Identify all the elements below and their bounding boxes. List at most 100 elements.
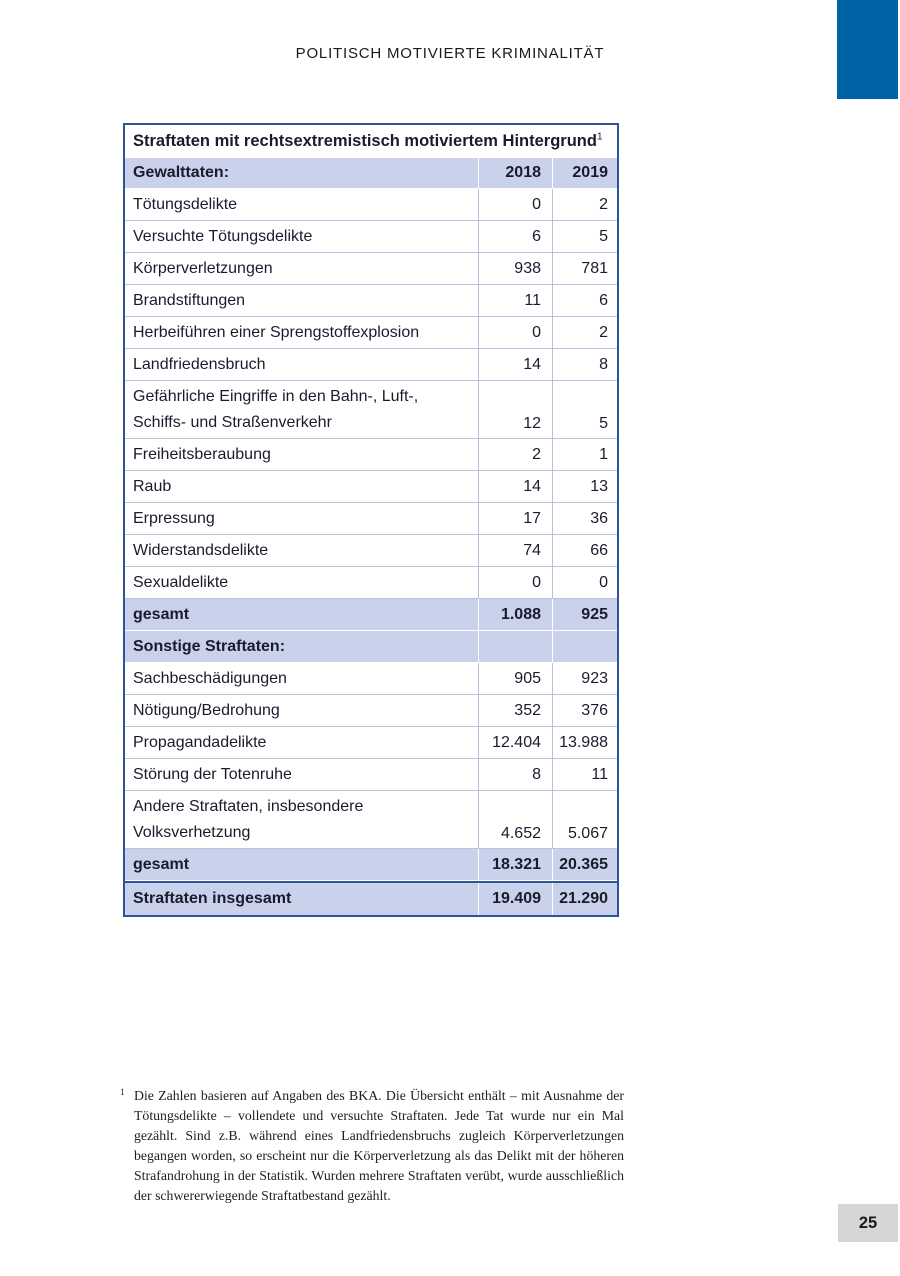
table-row: Propagandadelikte 12.404 13.988 (125, 727, 617, 759)
column-header-2018: 2018 (478, 158, 552, 188)
crime-label-cell: Erpressung (133, 509, 215, 527)
value-2018-cell: 1.088 (478, 599, 552, 630)
value-2018-cell: 12 (478, 381, 552, 438)
value-2019-cell: 781 (552, 253, 617, 284)
value-2019-cell: 6 (552, 285, 617, 316)
value-2018-cell: 14 (478, 471, 552, 502)
footnote-reference: 1 (596, 131, 603, 143)
value-2019-cell: 13 (552, 471, 617, 502)
value-2019-cell: 5 (552, 381, 617, 438)
value-2019-cell: 5 (552, 221, 617, 252)
table-row: Herbeiführen einer Sprengstoffexplosion … (125, 317, 617, 349)
value-2018-cell: 8 (478, 759, 552, 790)
value-2019-cell: 36 (552, 503, 617, 534)
value-2018-cell: 352 (478, 695, 552, 726)
value-2019-cell: 5.067 (552, 791, 617, 848)
crime-label-cell: Sachbeschädigungen (133, 669, 287, 687)
value-2019-cell: 1 (552, 439, 617, 470)
crime-label-cell: Sonstige Straftaten: (133, 637, 286, 655)
value-2019-cell: 66 (552, 535, 617, 566)
crime-label-cell: Brandstiftungen (133, 291, 246, 309)
column-header-2019: 2019 (552, 158, 617, 188)
value-2019-cell (552, 631, 617, 662)
value-2019-cell: 11 (552, 759, 617, 790)
label-line-2: Schiffs- und Straßenverkehr (133, 413, 332, 431)
crime-label-cell: Tötungsdelikte (133, 195, 238, 213)
corner-accent-bar (837, 0, 898, 99)
footnote-marker: 1 (120, 1088, 125, 1098)
value-2018-cell: 2 (478, 439, 552, 470)
running-head: POLITISCH MOTIVIERTE KRIMINALITÄT (295, 45, 605, 62)
subtotal-row-sonstige: gesamt 18.321 20.365 (125, 849, 617, 881)
crime-statistics-table: Straftaten mit rechtsextremistisch motiv… (123, 123, 619, 917)
value-2018-cell: 74 (478, 535, 552, 566)
table-row: Körperverletzungen 938 781 (125, 253, 617, 285)
value-2018-cell: 0 (478, 317, 552, 348)
value-2018-cell: 14 (478, 349, 552, 380)
table-title: Straftaten mit rechtsextremistisch motiv… (125, 125, 617, 158)
table-row: Erpressung 17 36 (125, 503, 617, 535)
table-row: Gefährliche Eingriffe in den Bahn-, Luft… (125, 381, 617, 439)
crime-label-cell: Widerstandsdelikte (133, 541, 269, 559)
crime-label-cell: Raub (133, 477, 172, 495)
label-line-2: Volksverhetzung (133, 823, 251, 841)
table-row: Störung der Totenruhe 8 11 (125, 759, 617, 791)
table-title-text: Straftaten mit rechtsextremistisch motiv… (133, 132, 597, 150)
crime-label-cell: Landfriedensbruch (133, 355, 266, 373)
table-row: Sachbeschädigungen 905 923 (125, 663, 617, 695)
table-row: Raub 14 13 (125, 471, 617, 503)
crime-label-cell: Versuchte Tötungsdelikte (133, 227, 313, 245)
label-line-1: Andere Straftaten, insbesondere (133, 797, 364, 815)
value-2018-cell (478, 631, 552, 662)
table-row: Widerstandsdelikte 74 66 (125, 535, 617, 567)
value-2019-cell: 2 (552, 317, 617, 348)
crime-label-cell: Störung der Totenruhe (133, 765, 292, 783)
value-2019-cell: 376 (552, 695, 617, 726)
crime-label-cell: Straftaten insgesamt (133, 890, 292, 907)
value-2018-cell: 19.409 (478, 883, 552, 915)
label-line-1: Gefährliche Eingriffe in den Bahn-, Luft… (133, 387, 419, 405)
crime-label-cell: Sexualdelikte (133, 573, 229, 591)
value-2018-cell: 12.404 (478, 727, 552, 758)
table-row: Brandstiftungen 11 6 (125, 285, 617, 317)
value-2018-cell: 18.321 (478, 849, 552, 880)
value-2018-cell: 11 (478, 285, 552, 316)
crime-label-cell: Nötigung/Bedrohung (133, 701, 280, 719)
table-row: Sexualdelikte 0 0 (125, 567, 617, 599)
value-2019-cell: 20.365 (552, 849, 617, 880)
crime-label-cell: Andere Straftaten, insbesondere Volksver… (125, 791, 478, 848)
section-header-sonstige: Sonstige Straftaten: (125, 631, 617, 663)
table-title-row: Straftaten mit rechtsextremistisch motiv… (125, 125, 617, 158)
value-2019-cell: 13.988 (552, 727, 617, 758)
footnote: 1 Die Zahlen basieren auf Angaben des BK… (120, 1086, 624, 1206)
value-2018-cell: 905 (478, 663, 552, 694)
value-2019-cell: 8 (552, 349, 617, 380)
table-row: Versuchte Tötungsdelikte 6 5 (125, 221, 617, 253)
crime-label-cell: Propagandadelikte (133, 733, 267, 751)
page-number: 25 (838, 1204, 898, 1242)
value-2018-cell: 4.652 (478, 791, 552, 848)
crime-label-cell: Freiheitsberaubung (133, 445, 271, 463)
table-row: Landfriedensbruch 14 8 (125, 349, 617, 381)
value-2018-cell: 0 (478, 189, 552, 220)
value-2019-cell: 923 (552, 663, 617, 694)
value-2018-cell: 0 (478, 567, 552, 598)
crime-label-cell: Körperverletzungen (133, 259, 273, 277)
table-row: Freiheitsberaubung 2 1 (125, 439, 617, 471)
value-2019-cell: 21.290 (552, 883, 617, 915)
crime-label-cell: gesamt (133, 605, 190, 623)
value-2019-cell: 925 (552, 599, 617, 630)
footnote-text: Die Zahlen basieren auf Angaben des BKA.… (134, 1088, 624, 1203)
value-2018-cell: 938 (478, 253, 552, 284)
table-header-row: Gewalttaten: 2018 2019 (125, 158, 617, 189)
value-2019-cell: 0 (552, 567, 617, 598)
crime-label-cell: Herbeiführen einer Sprengstoffexplosion (133, 323, 420, 341)
crime-label-cell: Gefährliche Eingriffe in den Bahn-, Luft… (125, 381, 478, 438)
grand-total-row: Straftaten insgesamt 19.409 21.290 (125, 881, 617, 915)
table-row: Andere Straftaten, insbesondere Volksver… (125, 791, 617, 849)
table-row: Tötungsdelikte 0 2 (125, 189, 617, 221)
crime-label-cell: gesamt (133, 855, 190, 873)
table-row: Nötigung/Bedrohung 352 376 (125, 695, 617, 727)
subtotal-row-violence: gesamt 1.088 925 (125, 599, 617, 631)
